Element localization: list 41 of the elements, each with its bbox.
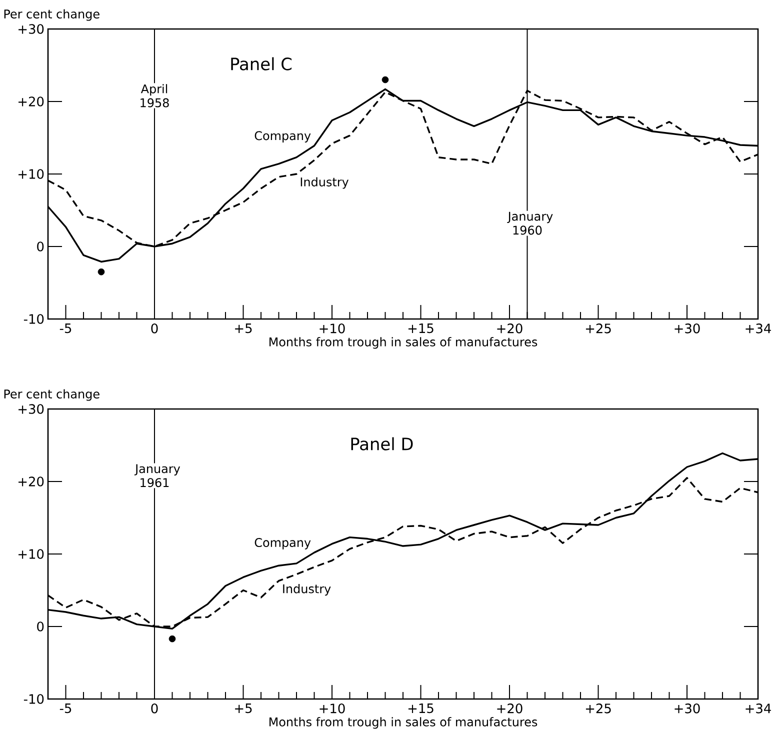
series-label: Company <box>254 131 311 143</box>
x-tick-label: +25 <box>586 324 611 334</box>
series-label: Industry <box>300 177 349 189</box>
ref-line-label: January 1960 <box>507 212 553 235</box>
y-tick-label: +20 <box>18 96 44 106</box>
x-tick-label: 0 <box>151 324 158 334</box>
x-tick-label: +10 <box>320 324 345 334</box>
text: Panel D <box>351 437 413 450</box>
x-tick-label: +20 <box>497 704 522 714</box>
series-label: Industry <box>283 584 331 596</box>
x-tick-label: -5 <box>60 324 72 334</box>
x-axis-title: Months from trough in sales of manufactures <box>270 717 538 729</box>
x-tick-label: +5 <box>235 704 252 714</box>
y-tick-label: +10 <box>18 169 44 179</box>
ref-line-label: April 1958 <box>140 84 169 108</box>
x-tick-label: +5 <box>235 324 252 334</box>
x-tick-label: +15 <box>408 704 434 714</box>
series-label: Company <box>254 538 311 550</box>
y-tick-label: -10 <box>24 314 44 324</box>
text: Panel C <box>231 57 292 70</box>
y-tick-label: 0 <box>37 622 44 632</box>
y-tick-label: +10 <box>18 549 44 559</box>
x-tick-label: +25 <box>586 704 611 714</box>
x-tick-label: +15 <box>408 324 434 334</box>
x-tick-label: +34 <box>746 704 771 714</box>
x-tick-label: +20 <box>497 324 522 334</box>
y-tick-label: +20 <box>18 476 44 486</box>
y-tick-label: 0 <box>37 242 44 252</box>
x-axis-title: Months from trough in sales of manufactures <box>270 337 538 349</box>
ref-line-label: January 1961 <box>134 464 180 488</box>
x-tick-label: +30 <box>674 704 700 714</box>
x-tick-label: 0 <box>151 704 158 714</box>
y-tick-label: +30 <box>18 24 44 34</box>
x-tick-label: +30 <box>674 324 700 334</box>
y-axis-title: Per cent change <box>4 389 100 401</box>
x-tick-label: -5 <box>60 704 72 714</box>
x-tick-label: +10 <box>320 704 345 714</box>
x-tick-label: +34 <box>746 324 771 334</box>
y-tick-label: -10 <box>24 694 44 704</box>
y-axis-title: Per cent change <box>4 9 100 21</box>
y-tick-label: +30 <box>18 404 44 414</box>
